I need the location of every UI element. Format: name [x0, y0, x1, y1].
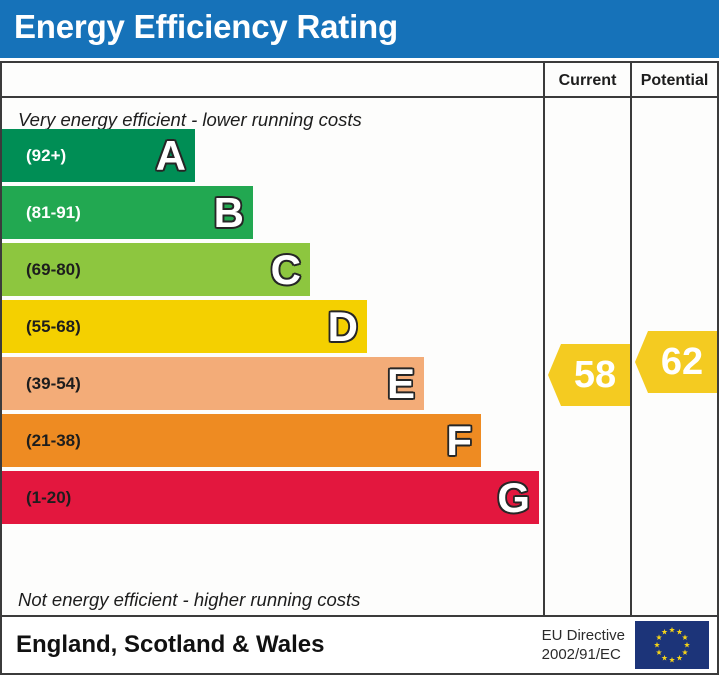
current-rating-value: 58 — [573, 354, 617, 396]
rating-band-f: (21-38) F — [2, 414, 481, 467]
eu-flag-star — [676, 628, 683, 635]
eu-flag-star — [684, 641, 690, 648]
rating-band-c: (69-80) C — [2, 243, 310, 296]
column-header-potential: Potential — [630, 63, 717, 98]
band-letter: B — [213, 188, 244, 236]
eu-flag-star — [656, 649, 662, 656]
band-range-label: (39-54) — [26, 373, 81, 393]
eu-flag-star — [656, 634, 662, 641]
eu-flag-icon — [635, 621, 709, 669]
eu-flag-star — [682, 634, 688, 641]
eu-flag-star — [682, 649, 688, 656]
eu-flag-star — [661, 628, 668, 635]
potential-rating-arrow: 62 — [635, 331, 717, 393]
column-divider-current — [543, 98, 545, 615]
rating-band-a: (92+) A — [2, 129, 195, 182]
band-range-label: (92+) — [26, 145, 67, 165]
band-range-label: (81-91) — [26, 202, 81, 222]
chart-title-bar: Energy Efficiency Rating — [0, 0, 719, 58]
footer-region-label: England, Scotland & Wales — [16, 631, 325, 658]
band-letter: C — [270, 245, 301, 293]
caption-inefficient: Not energy efficient - higher running co… — [18, 589, 361, 610]
certificate-footer: England, Scotland & Wales EU Directive 2… — [0, 617, 719, 675]
rating-band-d: (55-68) D — [2, 300, 367, 353]
page-title: Energy Efficiency Rating — [14, 8, 398, 45]
column-header-current: Current — [543, 63, 630, 98]
eu-flag-star — [669, 626, 675, 633]
column-header-row: Current Potential — [2, 63, 717, 98]
eu-directive-line-1: EU Directive — [541, 626, 625, 644]
eu-directive-text: EU Directive 2002/91/EC — [542, 626, 625, 664]
rating-bands: (92+) A (81-91) B (69-80) C (55-68) D (39-54) E (2… — [2, 63, 541, 615]
band-letter: D — [327, 302, 358, 350]
band-range-label: (69-80) — [26, 259, 81, 279]
potential-rating-value: 62 — [660, 341, 704, 383]
eu-flag-star — [661, 654, 668, 661]
band-range-label: (21-38) — [26, 430, 81, 450]
current-rating-arrow: 58 — [548, 344, 630, 406]
rating-band-b: (81-91) B — [2, 186, 253, 239]
band-letter: A — [155, 131, 186, 179]
eu-flag-star — [654, 641, 660, 648]
caption-efficient: Very energy efficient - lower running co… — [18, 109, 362, 130]
eu-flag-star — [669, 656, 675, 663]
rating-band-g: (1-20) G — [2, 471, 539, 524]
band-letter: F — [446, 416, 472, 464]
band-range-label: (1-20) — [26, 487, 72, 507]
rating-band-e: (39-54) E — [2, 357, 424, 410]
eu-directive-line-2: 2002/91/EC — [541, 646, 621, 663]
band-letter: E — [386, 359, 415, 407]
band-range-label: (55-68) — [26, 316, 81, 336]
eu-flag-star — [676, 654, 683, 661]
band-letter: G — [497, 473, 530, 521]
column-divider-potential — [630, 98, 632, 615]
rating-chart-table: Current Potential Very energy efficient … — [0, 61, 719, 617]
